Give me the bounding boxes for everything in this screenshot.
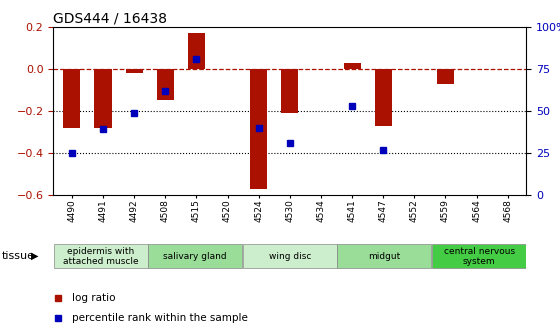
Text: GDS444 / 16438: GDS444 / 16438 — [53, 12, 167, 26]
Text: central nervous
system: central nervous system — [444, 247, 515, 266]
Text: percentile rank within the sample: percentile rank within the sample — [72, 313, 248, 323]
Bar — [188, 33, 205, 69]
Text: epidermis with
attached muscle: epidermis with attached muscle — [63, 247, 138, 266]
Bar — [343, 62, 361, 69]
Text: ▶: ▶ — [31, 251, 38, 261]
Bar — [281, 69, 298, 113]
Bar — [437, 69, 454, 84]
Text: log ratio: log ratio — [72, 293, 115, 303]
Bar — [243, 244, 337, 268]
Bar — [250, 69, 267, 188]
Bar — [338, 244, 431, 268]
Text: midgut: midgut — [368, 252, 400, 261]
Bar — [95, 69, 111, 128]
Bar — [63, 69, 81, 128]
Text: tissue: tissue — [2, 251, 35, 261]
Bar — [148, 244, 242, 268]
Bar — [375, 69, 392, 126]
Text: wing disc: wing disc — [269, 252, 311, 261]
Bar — [54, 244, 147, 268]
Bar — [157, 69, 174, 100]
Text: salivary gland: salivary gland — [164, 252, 227, 261]
Bar — [125, 69, 143, 73]
Bar — [432, 244, 526, 268]
